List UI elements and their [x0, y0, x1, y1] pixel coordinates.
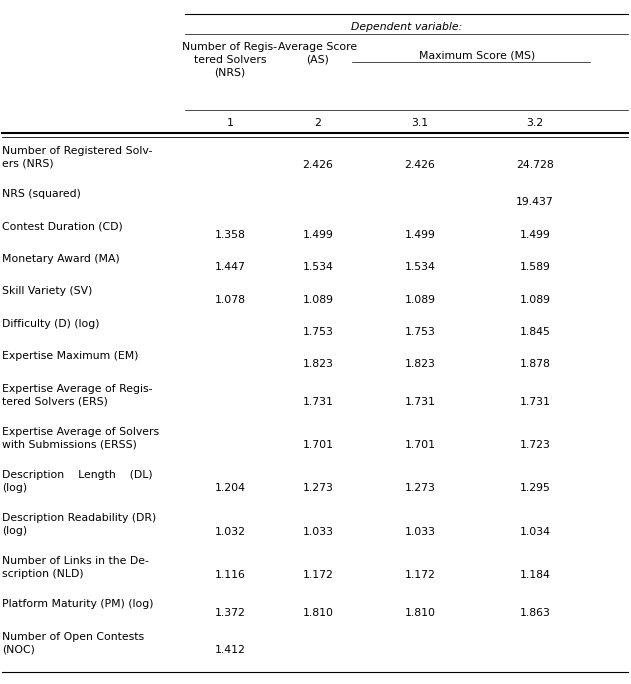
Text: Monetary Award (MA): Monetary Award (MA)	[2, 254, 120, 264]
Text: Expertise Average of Regis-
tered Solvers (ERS): Expertise Average of Regis- tered Solver…	[2, 384, 153, 406]
Text: 1.863: 1.863	[519, 607, 550, 618]
Text: 1.358: 1.358	[215, 230, 245, 240]
Text: 1.372: 1.372	[215, 607, 245, 618]
Text: 1.810: 1.810	[302, 607, 334, 618]
Text: 1.731: 1.731	[404, 397, 435, 407]
Text: NRS (squared): NRS (squared)	[2, 189, 81, 199]
Text: 2: 2	[315, 118, 321, 128]
Text: 2.426: 2.426	[404, 159, 435, 170]
Text: Difficulty (D) (log): Difficulty (D) (log)	[2, 319, 100, 329]
Text: 1.731: 1.731	[519, 397, 550, 407]
Text: 1.534: 1.534	[404, 262, 435, 272]
Text: 1.499: 1.499	[302, 230, 333, 240]
Text: Expertise Average of Solvers
with Submissions (ERSS): Expertise Average of Solvers with Submis…	[2, 427, 159, 449]
Text: 1.089: 1.089	[302, 295, 334, 304]
Text: 1.089: 1.089	[519, 295, 550, 304]
Text: 1.823: 1.823	[404, 359, 435, 369]
Text: Platform Maturity (PM) (log): Platform Maturity (PM) (log)	[2, 599, 153, 609]
Text: Number of Open Contests
(NOC): Number of Open Contests (NOC)	[2, 632, 144, 655]
Text: 1.823: 1.823	[302, 359, 333, 369]
Text: 1.116: 1.116	[215, 570, 245, 580]
Text: 1.753: 1.753	[404, 327, 435, 337]
Text: 1.295: 1.295	[519, 484, 550, 493]
Text: 3.1: 3.1	[411, 118, 428, 128]
Text: 1.033: 1.033	[404, 527, 435, 537]
Text: 1.447: 1.447	[215, 262, 245, 272]
Text: 1.731: 1.731	[302, 397, 333, 407]
Text: 1.273: 1.273	[302, 484, 333, 493]
Text: 1.701: 1.701	[404, 440, 435, 450]
Text: 1.032: 1.032	[215, 527, 245, 537]
Text: 1.412: 1.412	[215, 646, 245, 655]
Text: Dependent variable:: Dependent variable:	[351, 22, 462, 32]
Text: 1.172: 1.172	[404, 570, 435, 580]
Text: 1.078: 1.078	[215, 295, 245, 304]
Text: Maximum Score (MS): Maximum Score (MS)	[420, 50, 536, 60]
Text: Number of Regis-
tered Solvers
(NRS): Number of Regis- tered Solvers (NRS)	[182, 42, 278, 77]
Text: 3.2: 3.2	[526, 118, 543, 128]
Text: 1.534: 1.534	[302, 262, 333, 272]
Text: Description Readability (DR)
(log): Description Readability (DR) (log)	[2, 513, 156, 536]
Text: 1.845: 1.845	[519, 327, 550, 337]
Text: 24.728: 24.728	[516, 159, 554, 170]
Text: 1.273: 1.273	[404, 484, 435, 493]
Text: 1.701: 1.701	[302, 440, 334, 450]
Text: 1.089: 1.089	[404, 295, 435, 304]
Text: Number of Registered Solv-
ers (NRS): Number of Registered Solv- ers (NRS)	[2, 146, 152, 169]
Text: 1.499: 1.499	[519, 230, 550, 240]
Text: 1.184: 1.184	[519, 570, 550, 580]
Text: 1.033: 1.033	[302, 527, 334, 537]
Text: 1: 1	[227, 118, 233, 128]
Text: 1.172: 1.172	[302, 570, 333, 580]
Text: Contest Duration (CD): Contest Duration (CD)	[2, 222, 123, 232]
Text: 1.753: 1.753	[302, 327, 333, 337]
Text: Number of Links in the De-
scription (NLD): Number of Links in the De- scription (NL…	[2, 556, 149, 579]
Text: 1.810: 1.810	[404, 607, 435, 618]
Text: Skill Variety (SV): Skill Variety (SV)	[2, 287, 92, 296]
Text: 1.589: 1.589	[519, 262, 550, 272]
Text: 1.034: 1.034	[519, 527, 550, 537]
Text: Expertise Maximum (EM): Expertise Maximum (EM)	[2, 351, 138, 361]
Text: 1.499: 1.499	[404, 230, 435, 240]
Text: 2.426: 2.426	[302, 159, 333, 170]
Text: 1.878: 1.878	[519, 359, 550, 369]
Text: Description    Length    (DL)
(log): Description Length (DL) (log)	[2, 470, 153, 492]
Text: Average Score
(AS): Average Score (AS)	[278, 42, 358, 65]
Text: 19.437: 19.437	[516, 198, 554, 207]
Text: 1.204: 1.204	[215, 484, 245, 493]
Text: 1.723: 1.723	[519, 440, 550, 450]
